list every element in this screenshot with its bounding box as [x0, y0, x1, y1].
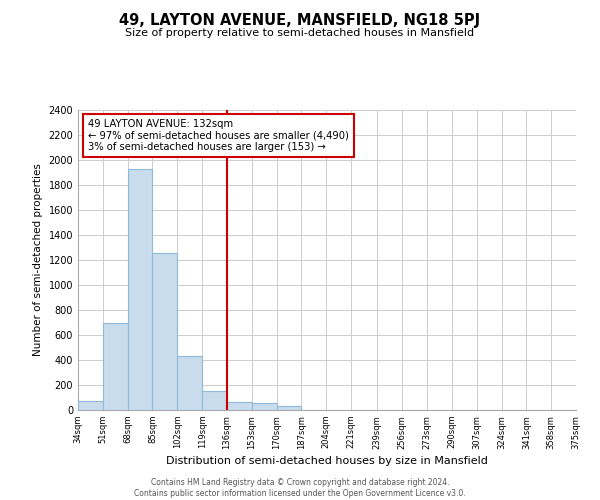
Bar	[103, 322, 128, 410]
Text: 49, LAYTON AVENUE, MANSFIELD, NG18 5PJ: 49, LAYTON AVENUE, MANSFIELD, NG18 5PJ	[119, 12, 481, 28]
Text: 49 LAYTON AVENUE: 132sqm
← 97% of semi-detached houses are smaller (4,490)
3% of: 49 LAYTON AVENUE: 132sqm ← 97% of semi-d…	[88, 119, 349, 152]
Bar	[128, 169, 152, 410]
Bar	[78, 401, 103, 410]
Text: Size of property relative to semi-detached houses in Mansfield: Size of property relative to semi-detach…	[125, 28, 475, 38]
Bar	[152, 252, 178, 410]
X-axis label: Distribution of semi-detached houses by size in Mansfield: Distribution of semi-detached houses by …	[166, 456, 488, 466]
Text: Contains HM Land Registry data © Crown copyright and database right 2024.
Contai: Contains HM Land Registry data © Crown c…	[134, 478, 466, 498]
Bar	[178, 356, 202, 410]
Bar	[202, 391, 227, 410]
Bar	[252, 403, 277, 410]
Bar	[277, 406, 301, 410]
Y-axis label: Number of semi-detached properties: Number of semi-detached properties	[33, 164, 43, 356]
Bar	[227, 402, 252, 410]
